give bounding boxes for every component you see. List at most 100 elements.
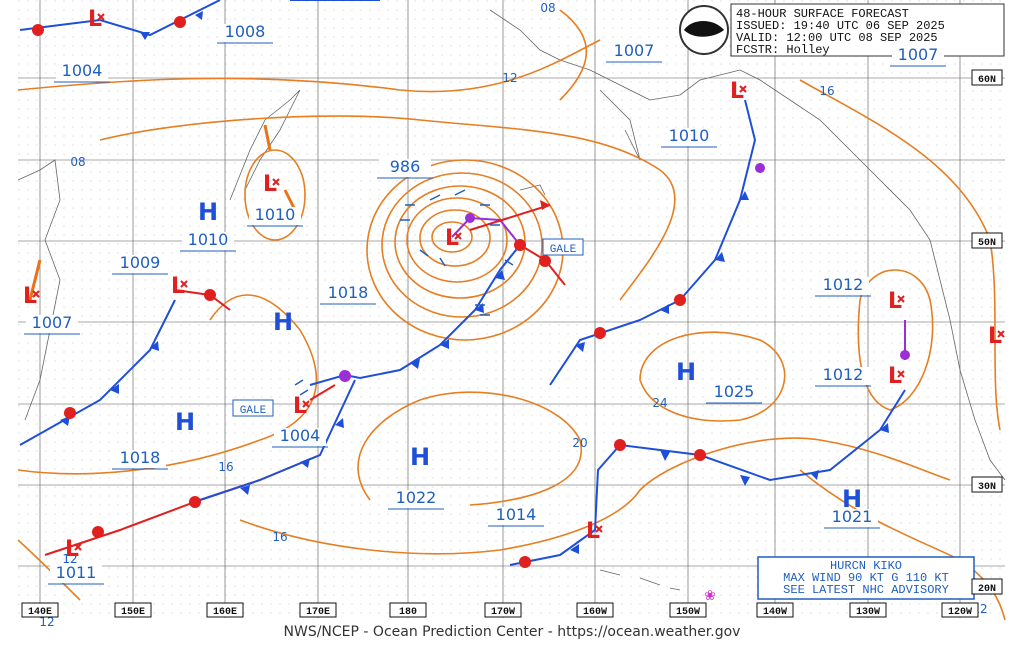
advisory-line: SEE LATEST NHC ADVISORY [783,583,949,597]
pressure-label-bg [182,232,234,250]
isobar-label: 16 [272,530,287,544]
pressure-label: 1004 [280,426,321,445]
gale-box [542,238,584,256]
pressure-label-bg [114,450,166,468]
pressure-label-bg [608,43,660,61]
pressure-label-bg [663,128,715,146]
pressure-label: 1010 [188,230,229,249]
low-marker [302,400,310,408]
longitude-box [669,602,707,618]
pressure-label: 1018 [120,448,161,467]
low-marker [97,13,105,21]
high-center: H [842,485,862,513]
pressure-label: 986 [390,157,421,176]
pressure-label: 1012 [823,275,864,294]
pressure-label: 1007 [32,313,73,332]
isobar-label: 16 [218,460,233,474]
longitude-box [756,602,794,618]
isobar-label: 16 [819,84,834,98]
header-line: ISSUED: 19:40 UTC 06 SEP 2025 [736,19,945,33]
pressure-label-bg [892,47,944,65]
pressure-label-bg [249,207,301,225]
low-marker [897,370,905,378]
latitude-label: 50N [978,238,996,249]
pressure-label: 1021 [832,507,873,526]
isobar-label: 24 [652,396,667,410]
pressure-label: 1004 [62,61,103,80]
longitude-label: 160E [213,607,237,618]
longitude-label: 150W [676,607,700,618]
latitude-box [971,232,1003,249]
pressure-label-bg [26,315,78,333]
header-box [730,3,1005,57]
longitude-label: 140W [763,607,787,618]
low-center: L [888,364,902,389]
isobar-label: 12 [39,615,54,629]
low-center: L [586,519,600,544]
advisory-box [757,556,975,600]
pressure-label: 1007 [898,45,939,64]
pressure-label: 1010 [669,126,710,145]
longitude-box [206,602,244,618]
latitude-label: 30N [978,482,996,493]
pressure-label-bg [274,428,326,446]
low-center: L [293,394,307,419]
pressure-label-bg [817,367,869,385]
low-marker [595,525,603,533]
pressure-label-bg [50,565,102,583]
pressure-label-bg [56,63,108,81]
pressure-label: 1011 [56,563,97,582]
latitude-box [971,476,1003,493]
gale-box [232,399,274,417]
longitude-box [484,602,522,618]
low-marker [272,178,280,186]
longitude-box [941,602,979,618]
coastlines [17,9,1006,591]
isobar-label: 08 [70,155,85,169]
longitude-box [21,602,59,618]
noaa-logo [679,5,729,55]
hurricane-symbol: ❀ [704,588,716,604]
longitude-label: 130W [856,607,880,618]
high-center: H [273,308,293,336]
advisory-line: HURCN KIKO [830,559,902,573]
low-center: L [988,324,1002,349]
pressure-label: 1014 [496,505,537,524]
latitude-box [971,69,1003,86]
low-marker [997,330,1005,338]
isobar-label: 12 [62,552,77,566]
pressure-label: 1025 [714,382,755,401]
fronts [19,0,910,568]
low-marker [739,85,747,93]
pressure-label-bg [379,159,431,177]
low-center: L [730,79,744,104]
low-center: L [263,172,277,197]
low-marker [180,280,188,288]
pressure-label: 1008 [225,22,266,41]
longitude-box [299,602,337,618]
longitude-box [114,602,152,618]
pressure-label-bg [390,490,442,508]
pressure-label: 1022 [396,488,437,507]
isobar-label: 08 [540,1,555,15]
advisory-line: MAX WIND 90 KT G 110 KT [783,571,949,585]
grid [18,0,1005,618]
low-center: L [65,537,79,562]
gale-label: GALE [550,244,577,256]
low-marker [897,295,905,303]
low-center: L [88,7,102,32]
longitude-label: 170E [306,607,330,618]
pressure-label: 1012 [823,365,864,384]
high-center: H [410,443,430,471]
low-marker [32,290,40,298]
pressure-label: 1007 [614,41,655,60]
longitude-label: 160W [583,607,607,618]
wind-barbs [294,189,514,396]
latitude-box [971,578,1003,595]
latitude-label: 60N [978,75,996,86]
longitude-box [849,602,887,618]
low-center: L [445,226,459,251]
low-marker [74,543,82,551]
